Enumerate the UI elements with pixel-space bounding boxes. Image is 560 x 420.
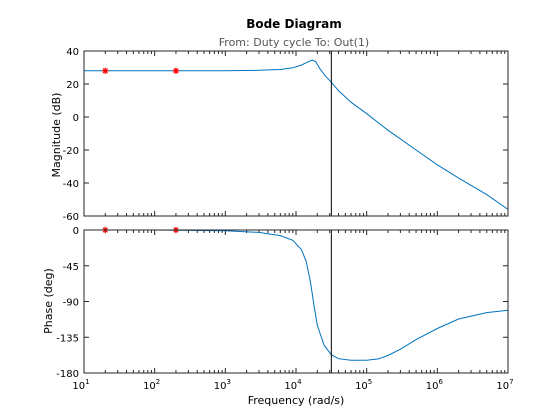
phase-ticks: 0 -45 -90 -135 -180 xyxy=(56,226,509,380)
magnitude-curve-group xyxy=(84,51,509,216)
magnitude-asterisk-marker xyxy=(172,67,180,74)
chart-subtitle: From: Duty cycle To: Out(1) xyxy=(219,36,369,49)
magnitude-y-tick-label: 0 xyxy=(73,113,79,124)
x-axis-label: Frequency (rad/s) xyxy=(248,394,345,407)
magnitude-plot: 40 20 0 -20 -40 -60 xyxy=(63,47,509,223)
x-tick-label: 105 xyxy=(355,378,372,392)
magnitude-y-tick-label: -40 xyxy=(63,179,79,190)
magnitude-ticks: 40 20 0 -20 -40 -60 xyxy=(63,47,509,223)
magnitude-y-tick-label: 20 xyxy=(66,80,79,91)
magnitude-asterisk-marker xyxy=(102,67,109,74)
phase-y-tick-label: -180 xyxy=(56,369,79,380)
x-tick-label: 107 xyxy=(496,378,513,392)
phase-curve xyxy=(84,229,509,361)
phase-y-tick-label: -135 xyxy=(56,333,79,344)
magnitude-y-tick-label: -20 xyxy=(63,146,79,157)
phase-plot: 0 -45 -90 -135 -180 xyxy=(56,226,509,380)
phase-axes-frame xyxy=(83,229,509,374)
x-tick-label: 106 xyxy=(426,378,444,392)
phase-ylabel: Phase (deg) xyxy=(42,268,55,334)
magnitude-markers xyxy=(102,67,180,74)
x-tick-labels: 101 102 103 104 105 106 107 xyxy=(72,378,513,392)
phase-y-tick-label: -90 xyxy=(63,298,79,309)
phase-y-tick-label: 0 xyxy=(73,226,79,237)
magnitude-ylabel: Magnitude (dB) xyxy=(50,93,63,178)
x-tick-label: 104 xyxy=(284,378,302,392)
magnitude-y-tick-label: -60 xyxy=(63,212,79,223)
magnitude-y-tick-label: 40 xyxy=(66,47,79,58)
x-tick-label: 103 xyxy=(214,378,231,392)
chart-title: Bode Diagram xyxy=(246,17,342,31)
phase-y-tick-label: -45 xyxy=(63,262,79,273)
x-tick-label: 102 xyxy=(143,378,160,392)
x-tick-label: 101 xyxy=(72,378,89,392)
magnitude-curve xyxy=(84,59,509,210)
magnitude-axes-frame xyxy=(83,50,509,217)
phase-curve-group xyxy=(84,229,509,373)
